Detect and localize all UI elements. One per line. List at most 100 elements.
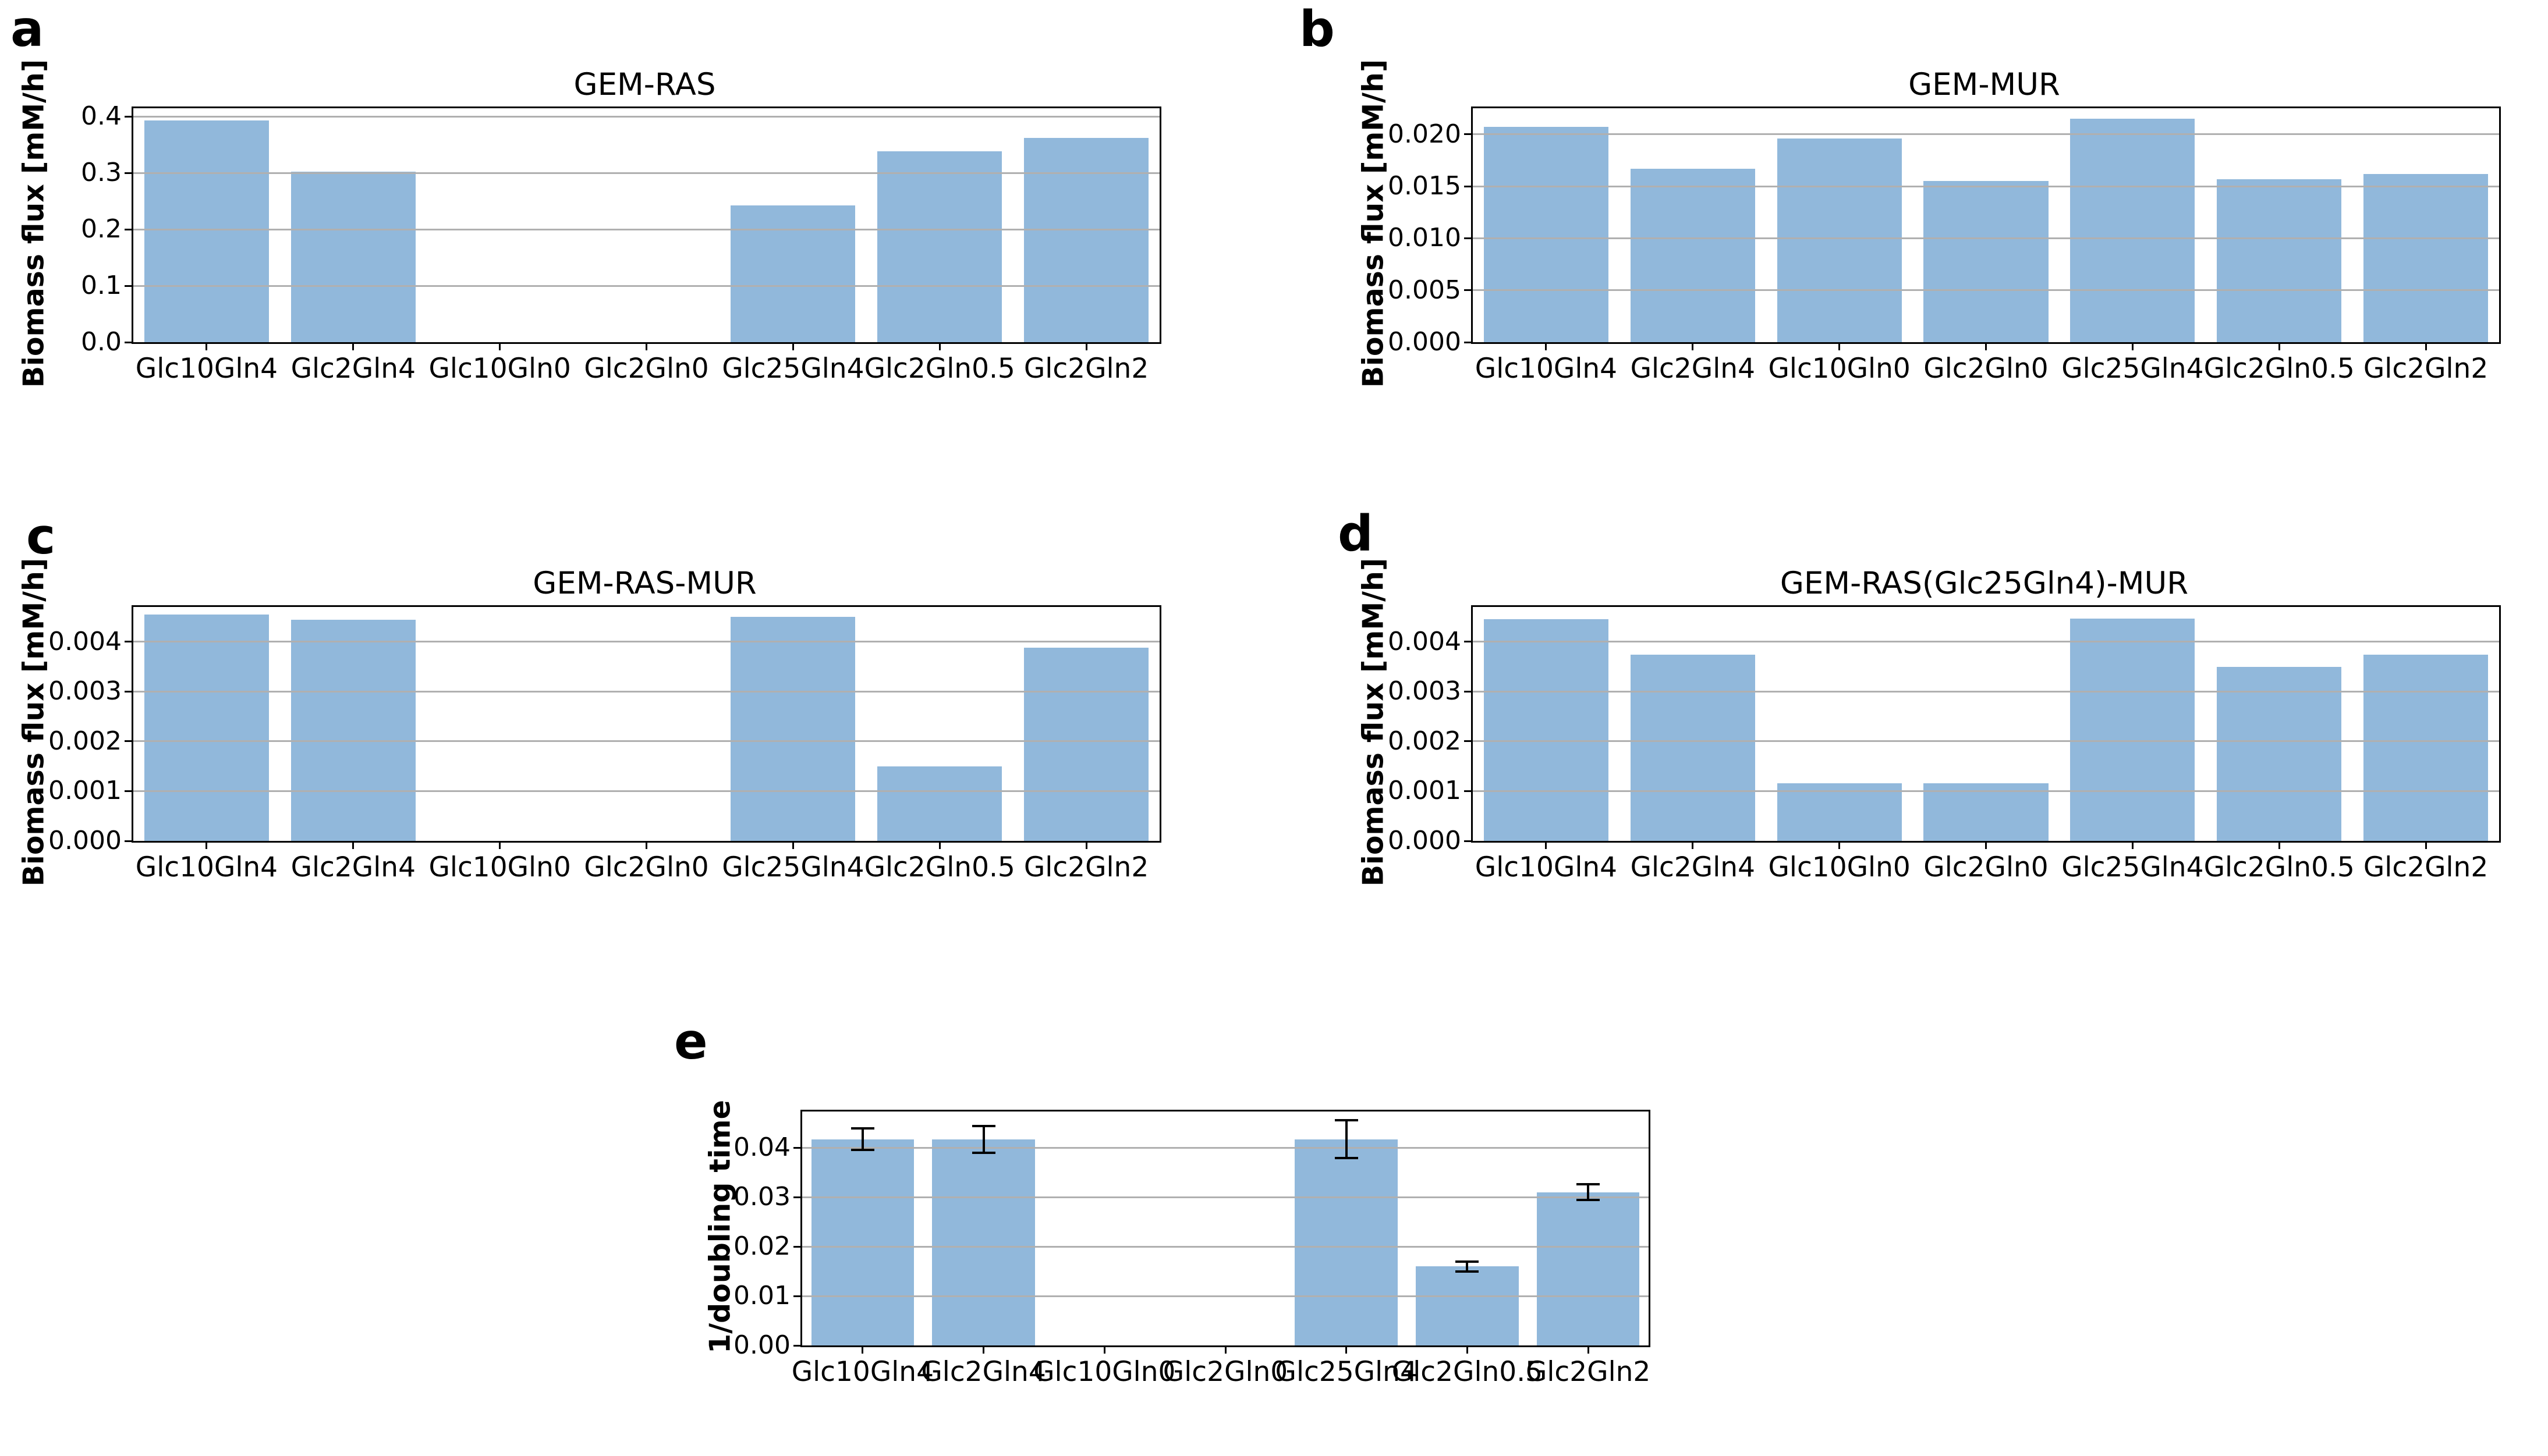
error-bar (1466, 1261, 1469, 1272)
x-tick (792, 841, 794, 849)
bar (144, 120, 269, 342)
x-tick (2278, 841, 2280, 849)
y-tick (793, 1196, 802, 1198)
y-tick (1464, 237, 1473, 239)
bar (1630, 655, 1755, 841)
panel-letter-e: e (674, 1013, 708, 1071)
x-tick-label: Glc10Gln4 (135, 353, 278, 385)
x-tick-label: Glc2Gln0 (1923, 353, 2049, 385)
y-tick (125, 285, 133, 287)
x-tick-label: Glc25Gln4 (722, 851, 864, 883)
error-bar (982, 1125, 985, 1153)
bar (1024, 648, 1149, 841)
x-tick (1985, 841, 1987, 849)
x-tick-label: Glc25Gln4 (2061, 851, 2204, 883)
x-tick-label: Glc10Gln4 (1475, 353, 1618, 385)
gridline (1473, 740, 2499, 743)
y-tick-label: 0.001 (1388, 776, 1461, 806)
panel-letter-d: d (1338, 505, 1373, 563)
y-tick (1464, 790, 1473, 792)
x-tick-label: Glc2Gln4 (1630, 851, 1755, 883)
x-tick (2425, 841, 2427, 849)
bar (290, 620, 416, 841)
x-tick-label: Glc2Gln2 (2363, 353, 2489, 385)
y-tick-label: 0.002 (48, 726, 122, 756)
panel-letter-b: b (1299, 1, 1335, 58)
y-tick-label: 0.03 (733, 1182, 791, 1212)
bar (1483, 619, 1608, 841)
plot-area-b: 0.000 0.005 0.010 0.015 0.020 Glc10Gln4 Glc2Gl… (1388, 106, 2501, 385)
gridline (1473, 133, 2499, 136)
gridline (1473, 185, 2499, 187)
x-tick (499, 841, 501, 849)
x-tick (1838, 841, 1841, 849)
gridline (1473, 289, 2499, 292)
gridline (133, 172, 1160, 174)
plot-area-d: 0.000 0.001 0.002 0.003 0.004 Glc10Gln4 Glc2Gl… (1388, 605, 2501, 883)
y-tick (1464, 840, 1473, 842)
y-tick-label: 0.2 (81, 214, 122, 244)
chart-title-b: GEM-MUR (1908, 67, 2060, 102)
x-tick-label: Glc2Gln0 (584, 851, 709, 883)
y-tick-label: 0.1 (81, 271, 122, 301)
y-tick-label: 0.020 (1388, 119, 1461, 149)
bar (2217, 666, 2342, 841)
x-tick-label: Glc2Gln4 (290, 353, 416, 385)
x-tick-label: Glc2Gln0 (1923, 851, 2049, 883)
gridline (133, 285, 1160, 287)
y-tick-label: 0.3 (81, 158, 122, 188)
gridline (1473, 790, 2499, 792)
y-tick-label: 0.01 (733, 1281, 791, 1311)
bar (1536, 1192, 1640, 1345)
x-tick-label: Glc2Gln2 (1525, 1356, 1651, 1388)
y-tick-label: 0.005 (1388, 275, 1461, 305)
x-tick-label: Glc2Gln0.5 (864, 851, 1015, 883)
y-tick-label: 0.003 (48, 676, 122, 706)
error-bar-cap (1334, 1119, 1358, 1122)
x-tick (1838, 342, 1841, 350)
error-bar-cap (850, 1127, 874, 1130)
y-tick (793, 1344, 802, 1347)
x-tick-label: Glc10Gln0 (1768, 851, 1911, 883)
x-tick-label: Glc10Gln0 (1768, 353, 1911, 385)
x-tick (205, 342, 208, 350)
gridline (1473, 641, 2499, 643)
bar (1777, 138, 1902, 342)
chart-title-a: GEM-RAS (573, 67, 716, 102)
bar (811, 1139, 915, 1345)
plot-area-a: 0.0 0.1 0.2 0.3 0.4 Glc10Gln4 Glc2Gln4 Glc10Gln… (81, 101, 1161, 385)
x-tick-label: Glc2Gln2 (2363, 851, 2489, 883)
x-tick-label: Glc2Gln0.5 (2203, 353, 2355, 385)
y-tick (125, 172, 133, 174)
x-tick (499, 342, 501, 350)
panel-letter-c: c (26, 508, 56, 566)
error-bar-cap (972, 1151, 995, 1154)
bar (1483, 127, 1608, 342)
x-tick (1085, 342, 1087, 350)
error-bar (1587, 1184, 1590, 1201)
x-tick (1466, 1345, 1468, 1354)
x-tick (1587, 1345, 1589, 1354)
y-tick (1464, 133, 1473, 136)
gridline (133, 641, 1160, 643)
x-tick (646, 841, 647, 849)
y-tick (1464, 341, 1473, 343)
x-tick (983, 1345, 985, 1354)
bar (1630, 168, 1755, 342)
x-tick-label: Glc2Gln0.5 (864, 353, 1015, 385)
x-tick-label: Glc10Gln4 (1475, 851, 1618, 883)
bar (1295, 1139, 1398, 1345)
y-tick-label: 0.004 (1388, 626, 1461, 656)
y-tick (793, 1146, 802, 1149)
y-tick (125, 690, 133, 693)
x-tick (792, 342, 794, 350)
x-tick-label: Glc10Gln0 (1033, 1356, 1176, 1388)
y-tick-label: 0.00 (733, 1330, 791, 1360)
x-tick-label: Glc2Gln2 (1023, 353, 1149, 385)
gridline (133, 790, 1160, 792)
x-tick-label: Glc10Gln4 (791, 1356, 934, 1388)
x-tick (1103, 1345, 1105, 1354)
bar (1923, 783, 2049, 841)
error-bar-cap (1576, 1199, 1600, 1202)
x-tick-label: Glc25Gln4 (1275, 1356, 1417, 1388)
